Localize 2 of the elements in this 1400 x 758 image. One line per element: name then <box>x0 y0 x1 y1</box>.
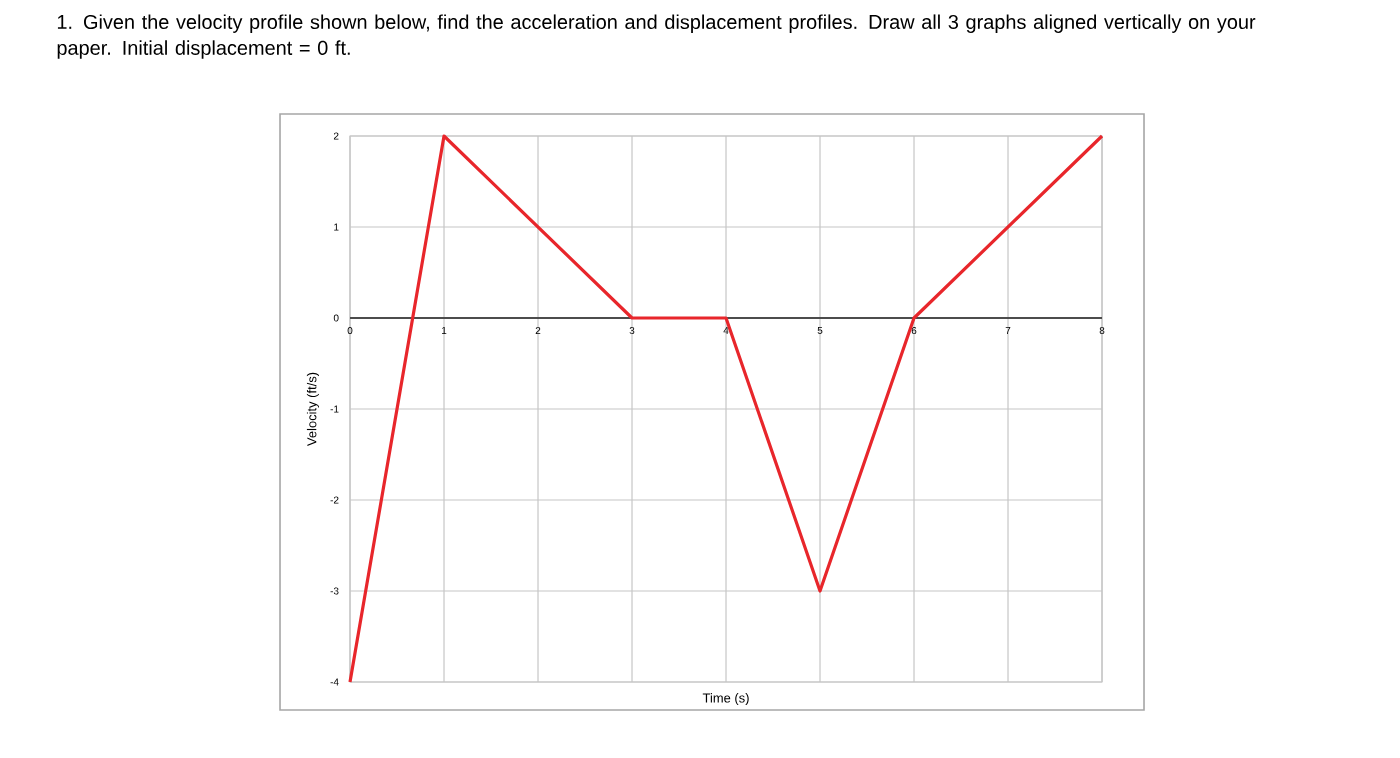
chart-title: 1. Given the velocity profile shown below, find the acceleration and displacement profiles. Draw all 3 graphs aligned vertically on your paper. Initial displacement = 0 ft. <box>57 14 1256 59</box>
line-series <box>348 134 1104 684</box>
